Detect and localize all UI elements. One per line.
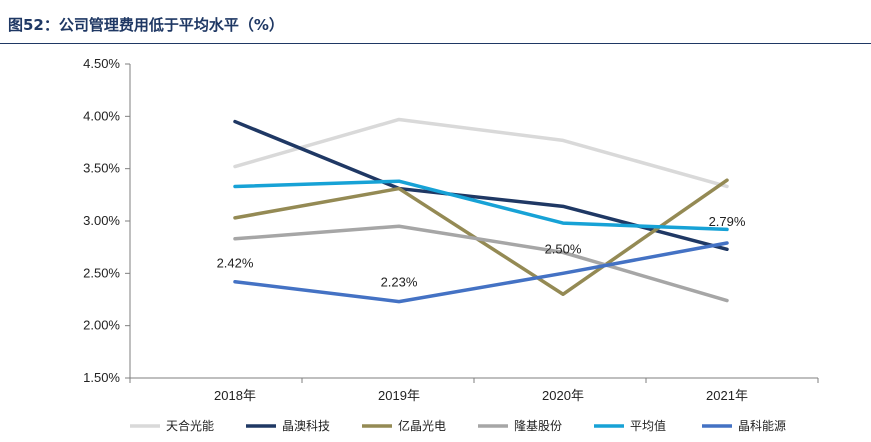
- y-tick-label: 3.00%: [83, 213, 120, 228]
- series-line-天合光能: [233, 117, 729, 189]
- x-tick-label: 2020年: [542, 388, 584, 403]
- series-line-晶科能源: [233, 241, 729, 304]
- data-label: 2.23%: [381, 275, 418, 290]
- x-tick-label: 2021年: [706, 388, 748, 403]
- data-label: 2.79%: [709, 214, 746, 229]
- legend-label: 平均值: [630, 418, 666, 433]
- y-tick-label: 1.50%: [83, 370, 120, 385]
- legend-item: 亿晶光电: [362, 418, 446, 433]
- chart-legend: 天合光能 晶澳科技 亿晶光电 隆基股份 平均值 晶科能源: [130, 418, 786, 433]
- y-tick-label: 2.00%: [83, 318, 120, 333]
- legend-label: 晶澳科技: [282, 419, 330, 433]
- legend-label: 亿晶光电: [398, 418, 446, 433]
- y-tick-label: 3.50%: [83, 161, 120, 176]
- legend-label: 晶科能源: [738, 419, 786, 433]
- series-line-平均值: [233, 179, 729, 232]
- title-divider: [0, 43, 871, 44]
- legend-label: 天合光能: [166, 418, 214, 433]
- series-lines: [233, 117, 729, 304]
- legend-item: 晶澳科技: [246, 419, 330, 433]
- y-tick-label: 4.00%: [83, 108, 120, 123]
- series-line-亿晶光电: [233, 178, 729, 297]
- x-tick-label: 2019年: [378, 388, 420, 403]
- x-tick-label: 2018年: [214, 388, 256, 403]
- legend-label: 隆基股份: [514, 418, 562, 433]
- legend-item: 平均值: [594, 418, 666, 433]
- series-line-隆基股份: [233, 224, 729, 303]
- data-label: 2.50%: [545, 241, 582, 256]
- legend-item: 天合光能: [130, 418, 214, 433]
- figure-title: 图52：公司管理费用低于平均水平（%）: [8, 16, 284, 34]
- chart-axes: 1.50% 2.00% 2.50% 3.00% 3.50% 4.00% 4.50% 2018年…: [83, 56, 819, 403]
- legend-item: 晶科能源: [702, 419, 786, 433]
- data-label: 2.42%: [217, 256, 254, 271]
- figure-header: 图52：公司管理费用低于平均水平（%）: [0, 0, 871, 44]
- legend-item: 隆基股份: [478, 418, 562, 433]
- y-tick-label: 2.50%: [83, 265, 120, 280]
- y-tick-label: 4.50%: [83, 56, 120, 71]
- data-labels: 2.42% 2.23% 2.50% 2.79%: [217, 214, 746, 290]
